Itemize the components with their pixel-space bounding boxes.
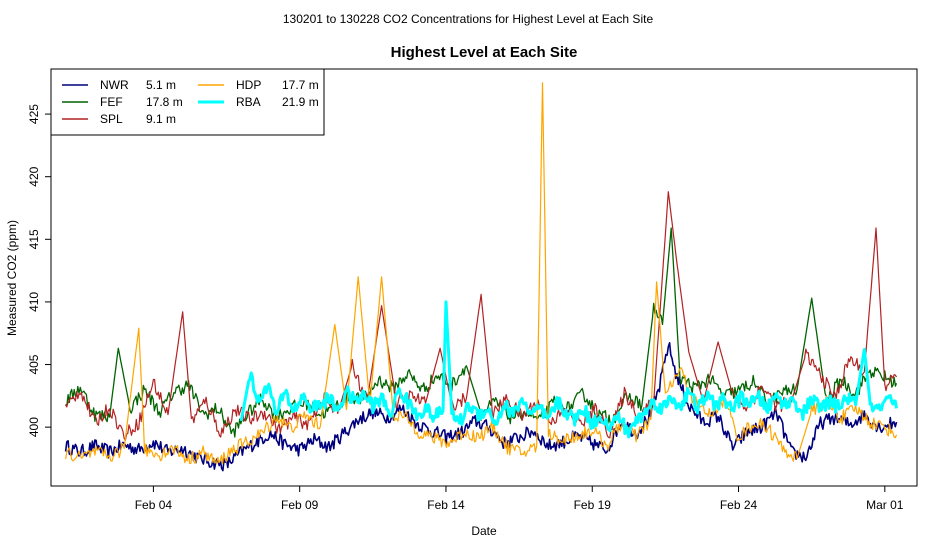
legend-name-spl: SPL: [100, 112, 123, 126]
legend-height-fef: 17.8 m: [146, 95, 183, 109]
x-axis-label: Date: [471, 524, 497, 538]
y-tick-label: 410: [27, 292, 41, 312]
x-axis: Feb 04 Feb 09 Feb 14 Feb 19 Feb 24 Mar 01: [135, 486, 904, 512]
y-tick-label: 405: [27, 354, 41, 374]
legend: NWR 5.1 m FEF 17.8 m SPL 9.1 m HDP 17.7 m RBA 21.…: [50, 68, 325, 136]
legend-name-fef: FEF: [100, 95, 123, 109]
x-tick-label: Feb 14: [427, 498, 465, 512]
chart-title: Highest Level at Each Site: [391, 44, 578, 61]
y-tick-label: 415: [27, 229, 41, 249]
x-tick-label: Feb 19: [574, 498, 612, 512]
series-line-hdp: [65, 82, 898, 465]
legend-name-hdp: HDP: [236, 78, 261, 92]
series-line-nwr: [64, 342, 898, 472]
x-tick-label: Feb 04: [135, 498, 173, 512]
y-tick-label: 420: [27, 166, 41, 186]
series-layer: [64, 82, 898, 472]
legend-box: [50, 68, 325, 136]
legend-name-rba: RBA: [236, 95, 261, 109]
suptitle: 130201 to 130228 CO2 Concentrations for …: [283, 12, 654, 26]
legend-items: NWR 5.1 m FEF 17.8 m SPL 9.1 m HDP 17.7 m RBA 21.…: [62, 78, 319, 126]
y-tick-label: 425: [27, 104, 41, 124]
y-tick-label: 400: [27, 417, 41, 437]
legend-name-nwr: NWR: [100, 78, 129, 92]
x-tick-label: Mar 01: [866, 498, 904, 512]
legend-height-hdp: 17.7 m: [282, 78, 319, 92]
y-axis-label: Measured CO2 (ppm): [5, 220, 19, 336]
legend-height-nwr: 5.1 m: [146, 78, 176, 92]
x-tick-label: Feb 09: [281, 498, 319, 512]
plot-frame: [50, 68, 918, 487]
series-line-spl: [65, 191, 898, 441]
legend-height-rba: 21.9 m: [282, 95, 319, 109]
series-line-rba: [239, 300, 898, 439]
x-tick-label: Feb 24: [720, 498, 758, 512]
legend-height-spl: 9.1 m: [146, 112, 176, 126]
y-axis: 400 405 410 415 420 425: [27, 104, 51, 437]
